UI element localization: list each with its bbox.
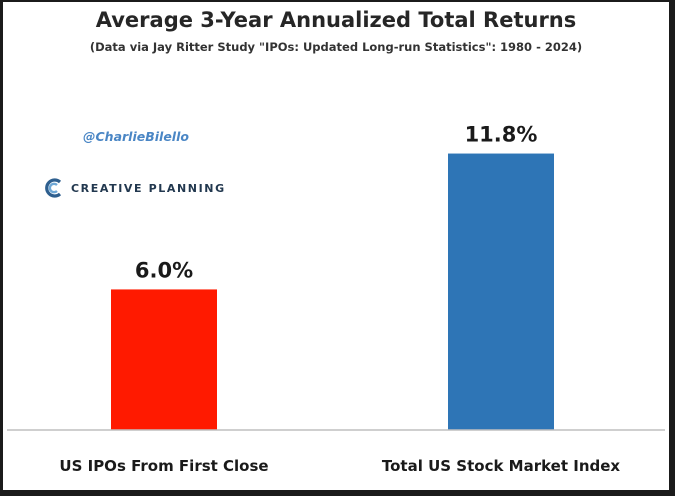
bar-0 — [111, 289, 217, 430]
chart-subtitle: (Data via Jay Ritter Study "IPOs: Update… — [89, 40, 583, 54]
chart-card: Average 3-Year Annualized Total Returns … — [3, 2, 669, 490]
category-label-1: Total US Stock Market Index — [382, 457, 621, 475]
data-label-0: 6.0% — [135, 258, 193, 282]
author-handle: @CharlieBilello — [83, 129, 189, 144]
bar-chart: 6.0% US IPOs From First Close 11.8% Total U… — [7, 123, 665, 475]
data-label-1: 11.8% — [465, 123, 538, 147]
bar-1 — [448, 153, 554, 431]
category-label-0: US IPOs From First Close — [59, 457, 268, 475]
creative-planning-logo-icon — [45, 178, 62, 198]
chart-title: Average 3-Year Annualized Total Returns — [95, 8, 577, 32]
brand-name: CREATIVE PLANNING — [71, 181, 226, 195]
brand-logo: CREATIVE PLANNING — [45, 178, 226, 198]
